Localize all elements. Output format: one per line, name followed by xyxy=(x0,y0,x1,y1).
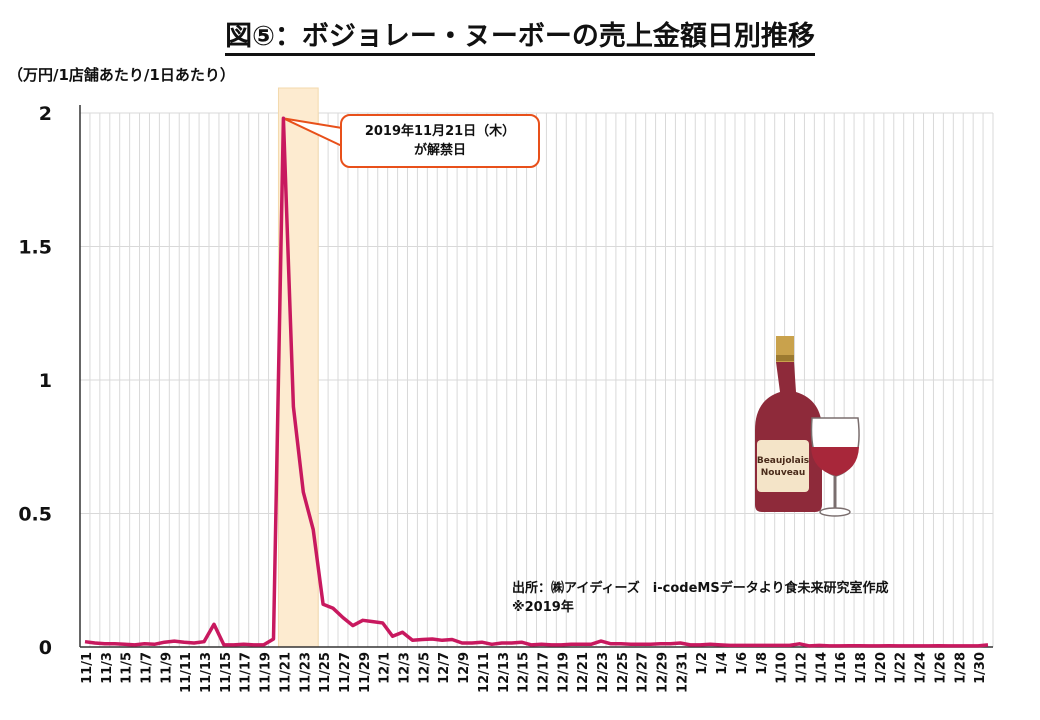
x-tick-label: 11/29 xyxy=(358,652,373,693)
series-line xyxy=(84,116,989,648)
x-tick-label: 11/23 xyxy=(298,652,313,693)
x-tick-label: 12/29 xyxy=(656,652,671,693)
x-tick-label: 11/13 xyxy=(199,652,214,693)
source-line-2: ※2019年 xyxy=(512,600,574,615)
x-tick-label: 1/2 xyxy=(695,652,710,675)
y-tick-label: 2 xyxy=(39,103,52,125)
callout-line-1: 2019年11月21日（木） xyxy=(364,124,516,139)
x-tick-label: 1/22 xyxy=(894,652,909,684)
x-tick-label: 1/16 xyxy=(834,652,849,684)
callout-line-2: が解禁日 xyxy=(413,143,466,158)
x-tick-label: 12/17 xyxy=(536,652,551,693)
x-tick-label: 12/5 xyxy=(417,652,432,684)
y-tick-label: 1.5 xyxy=(18,237,52,259)
source-line-1: 出所：㈱アイディーズ i-codeMSデータより食未来研究室作成 xyxy=(512,581,889,596)
x-tick-label: 11/19 xyxy=(259,652,274,693)
wine-bottle-icon: Beaujolais Nouveau xyxy=(755,336,822,512)
x-tick-label: 12/19 xyxy=(556,652,571,693)
y-tick-label: 1 xyxy=(39,370,52,392)
wine-glass-icon xyxy=(810,417,860,517)
x-tick-label: 12/13 xyxy=(497,652,512,693)
y-axis-ticks: 0 0.5 1 1.5 2 xyxy=(18,103,52,659)
x-tick-label: 11/15 xyxy=(219,652,234,693)
x-tick-label: 1/18 xyxy=(854,652,869,684)
x-tick-label: 11/17 xyxy=(239,652,254,693)
x-tick-label: 12/31 xyxy=(675,652,690,693)
sales-series-line xyxy=(84,116,989,648)
x-tick-label: 11/1 xyxy=(80,652,95,684)
x-axis-ticks: 11/1 11/3 11/5 11/7 11/9 11/11 11/13 11/15 11/17… xyxy=(80,652,988,693)
x-tick-label: 1/12 xyxy=(794,652,809,684)
x-tick-label: 1/10 xyxy=(775,652,790,684)
x-tick-label: 12/1 xyxy=(378,652,393,684)
x-tick-label: 11/27 xyxy=(338,652,353,693)
x-tick-label: 11/21 xyxy=(278,652,293,693)
x-tick-label: 11/9 xyxy=(159,652,174,684)
x-tick-label: 1/6 xyxy=(735,652,750,675)
x-tick-label: 12/11 xyxy=(477,652,492,693)
x-tick-label: 1/30 xyxy=(973,652,988,684)
x-tick-label: 1/14 xyxy=(814,652,829,684)
x-tick-label: 12/27 xyxy=(636,652,651,693)
release-date-callout: 2019年11月21日（木） が解禁日 xyxy=(340,114,540,168)
x-tick-label: 1/4 xyxy=(715,652,730,675)
x-tick-label: 11/3 xyxy=(100,652,115,684)
x-tick-label: 11/5 xyxy=(120,652,135,684)
grid-lines xyxy=(80,112,994,647)
x-tick-label: 12/15 xyxy=(517,652,532,693)
y-axis-unit-label: （万円/1店舗あたり/1日あたり） xyxy=(8,66,235,84)
x-tick-label: 1/26 xyxy=(933,652,948,684)
x-tick-label: 11/7 xyxy=(140,652,155,684)
svg-text:Nouveau: Nouveau xyxy=(761,468,806,478)
x-tick-label: 12/3 xyxy=(398,652,413,684)
x-tick-label: 1/20 xyxy=(874,652,889,684)
x-tick-label: 1/28 xyxy=(953,652,968,684)
x-tick-label: 12/25 xyxy=(616,652,631,693)
x-tick-label: 12/23 xyxy=(596,652,611,693)
y-tick-label: 0.5 xyxy=(18,504,52,526)
x-tick-label: 1/8 xyxy=(755,652,770,675)
y-tick-label: 0 xyxy=(39,637,52,659)
chart-title: 図⑤：ボジョレー・ヌーボーの売上金額日別推移 xyxy=(0,14,1040,56)
x-tick-label: 1/24 xyxy=(914,652,929,684)
x-tick-label: 11/25 xyxy=(318,652,333,693)
x-tick-label: 12/9 xyxy=(457,652,472,684)
x-tick-label: 12/21 xyxy=(576,652,591,693)
source-note: 出所：㈱アイディーズ i-codeMSデータより食未来研究室作成 ※2019年 xyxy=(512,579,888,617)
x-tick-label: 11/11 xyxy=(179,652,194,693)
x-tick-label: 12/7 xyxy=(437,652,452,684)
svg-text:Beaujolais: Beaujolais xyxy=(757,456,809,466)
